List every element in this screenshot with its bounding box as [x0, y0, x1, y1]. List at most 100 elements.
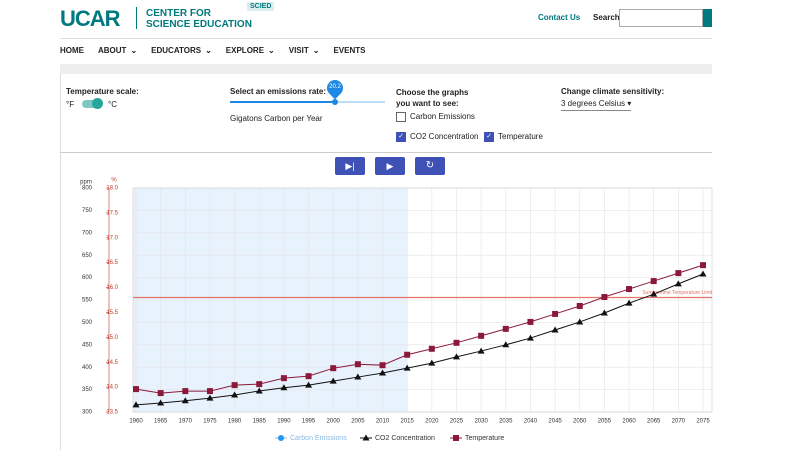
- x-tick-label: 2005: [351, 419, 365, 425]
- y-tick-label: 650: [82, 253, 93, 259]
- play-button[interactable]: ▶: [375, 157, 405, 175]
- nav-caret: ⌄: [130, 46, 138, 55]
- x-tick-label: 2055: [598, 419, 612, 425]
- point: [157, 399, 165, 406]
- checkbox[interactable]: ✓: [484, 132, 494, 142]
- point: [280, 384, 288, 391]
- contact-link[interactable]: Contact Us: [538, 13, 581, 22]
- y2-tick-label: 18.0: [106, 186, 118, 192]
- slider-fill: [230, 101, 335, 103]
- point: [133, 386, 139, 393]
- sensitivity-label: Change climate sensitivity:: [561, 87, 665, 96]
- point: [502, 341, 510, 348]
- logo[interactable]: UCAR: [60, 6, 121, 31]
- checkbox-label: Temperature: [498, 132, 543, 141]
- logo-divider: [136, 7, 137, 29]
- y2-tick-label: 16.5: [106, 260, 118, 266]
- org-line: SCIENCE EDUCATION: [146, 19, 252, 30]
- graphs-label: Choose the graphs you want to see:: [396, 88, 469, 108]
- point: [428, 359, 436, 366]
- plot-frame: [132, 187, 713, 413]
- emissions-unit: Gigatons Carbon per Year: [230, 114, 323, 123]
- point: [601, 294, 608, 301]
- point: [600, 309, 608, 316]
- point: [551, 326, 559, 333]
- nav-caret: ⌄: [312, 46, 320, 55]
- checkbox[interactable]: ✓: [396, 132, 406, 142]
- checkbox[interactable]: [396, 112, 406, 122]
- nav-item[interactable]: VISIT ⌄: [289, 46, 320, 55]
- toggle-track[interactable]: [82, 100, 100, 108]
- x-tick-label: 2000: [327, 419, 341, 425]
- y2-tick-label: 14.0: [106, 385, 118, 391]
- search-button[interactable]: [703, 9, 712, 27]
- x-tick-label: 1995: [302, 419, 316, 425]
- legend-label[interactable]: CO2 Concentration: [375, 435, 435, 442]
- search-input[interactable]: [619, 9, 703, 27]
- nav-label: VISIT: [288, 46, 309, 55]
- point: [231, 391, 239, 398]
- y2-tick-label: 15.5: [106, 310, 118, 316]
- y-tick-label: 550: [82, 298, 93, 304]
- point: [379, 362, 386, 369]
- nav-item[interactable]: ABOUT ⌄: [98, 46, 137, 55]
- unit-c: °C: [108, 100, 117, 109]
- nav-item[interactable]: EDUCATORS ⌄: [151, 46, 212, 55]
- point: [157, 390, 164, 397]
- x-tick-label: 2040: [524, 419, 538, 425]
- point: [625, 299, 633, 306]
- slider-track[interactable]: [335, 101, 385, 103]
- sensitivity-value: 3 degrees Celsius: [561, 99, 626, 108]
- legend-label[interactable]: Carbon Emissions: [290, 435, 347, 442]
- point: [478, 332, 485, 339]
- y2-tick-label: 15.0: [106, 335, 118, 341]
- x-tick-label: 1980: [228, 419, 242, 425]
- point: [674, 280, 682, 287]
- point: [650, 278, 657, 285]
- point: [527, 318, 534, 325]
- point: [576, 318, 584, 325]
- sensitivity-select[interactable]: 3 degrees Celsius ▾: [561, 99, 632, 111]
- org-name: CENTER FOR SCIENCE EDUCATION: [146, 8, 252, 30]
- point: [354, 361, 361, 368]
- y-tick-label: 500: [82, 320, 93, 326]
- nav-item[interactable]: EVENTS: [333, 46, 365, 55]
- badge: SCIED: [247, 2, 275, 11]
- limit-label: Summertime Temperature Limit: [642, 290, 712, 296]
- y-tick-label: 750: [82, 208, 93, 214]
- point: [502, 325, 509, 332]
- point: [132, 401, 140, 408]
- point: [280, 375, 287, 382]
- slider-knob[interactable]: [332, 99, 338, 105]
- x-tick-label: 1990: [277, 419, 291, 425]
- point: [182, 388, 189, 395]
- point: [453, 339, 460, 346]
- point: [675, 270, 682, 277]
- nav-item[interactable]: EXPLORE ⌄: [226, 46, 275, 55]
- point: [700, 262, 706, 269]
- y-axis-unit: ppm: [80, 180, 92, 186]
- nav-label: ABOUT: [98, 46, 127, 55]
- x-tick-label: 2020: [425, 419, 439, 425]
- nav-caret: ⌄: [205, 46, 212, 55]
- y2-tick-label: 16.0: [106, 285, 118, 291]
- nav-caret: ⌄: [268, 46, 275, 55]
- point: [206, 388, 213, 395]
- reset-button[interactable]: ↻: [415, 157, 445, 175]
- legend-label[interactable]: Temperature: [465, 435, 504, 442]
- y-tick-label: 700: [82, 230, 93, 236]
- y2-tick-label: 17.0: [106, 235, 118, 241]
- point: [256, 381, 263, 388]
- toggle-knob[interactable]: [92, 98, 103, 109]
- x-tick-label: 2070: [672, 419, 686, 425]
- header-rule: [60, 38, 712, 39]
- series-line: [135, 264, 704, 394]
- temp-scale-label: Temperature scale:: [66, 87, 139, 96]
- search-label: Search: [593, 13, 620, 22]
- nav-item[interactable]: HOME: [60, 46, 84, 55]
- y2-axis-unit: %: [111, 178, 117, 184]
- slider-value: 20.2: [329, 84, 341, 90]
- step-button[interactable]: ▶|: [335, 157, 365, 175]
